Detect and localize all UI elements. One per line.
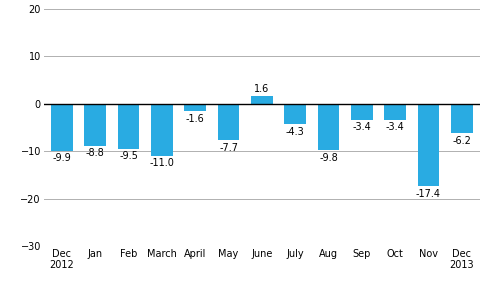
Text: -9.9: -9.9 xyxy=(52,153,71,163)
Text: -3.4: -3.4 xyxy=(385,122,404,132)
Text: -7.7: -7.7 xyxy=(219,143,238,153)
Text: -6.2: -6.2 xyxy=(452,136,470,146)
Text: -3.4: -3.4 xyxy=(352,122,370,132)
Bar xyxy=(417,104,439,186)
Bar xyxy=(84,104,106,146)
Bar xyxy=(184,104,206,111)
Text: -17.4: -17.4 xyxy=(415,189,440,199)
Text: -9.5: -9.5 xyxy=(119,151,138,161)
Bar xyxy=(284,104,305,124)
Text: -9.8: -9.8 xyxy=(318,153,337,163)
Bar xyxy=(151,104,172,156)
Text: -11.0: -11.0 xyxy=(149,158,174,168)
Bar xyxy=(383,104,405,120)
Text: -1.6: -1.6 xyxy=(185,114,204,124)
Bar xyxy=(51,104,73,151)
Bar xyxy=(251,96,272,104)
Text: -4.3: -4.3 xyxy=(285,127,304,136)
Bar xyxy=(350,104,372,120)
Text: 1.6: 1.6 xyxy=(254,84,269,94)
Bar xyxy=(118,104,139,149)
Text: -8.8: -8.8 xyxy=(86,148,105,158)
Bar xyxy=(317,104,339,150)
Bar xyxy=(450,104,472,133)
Bar xyxy=(217,104,239,140)
